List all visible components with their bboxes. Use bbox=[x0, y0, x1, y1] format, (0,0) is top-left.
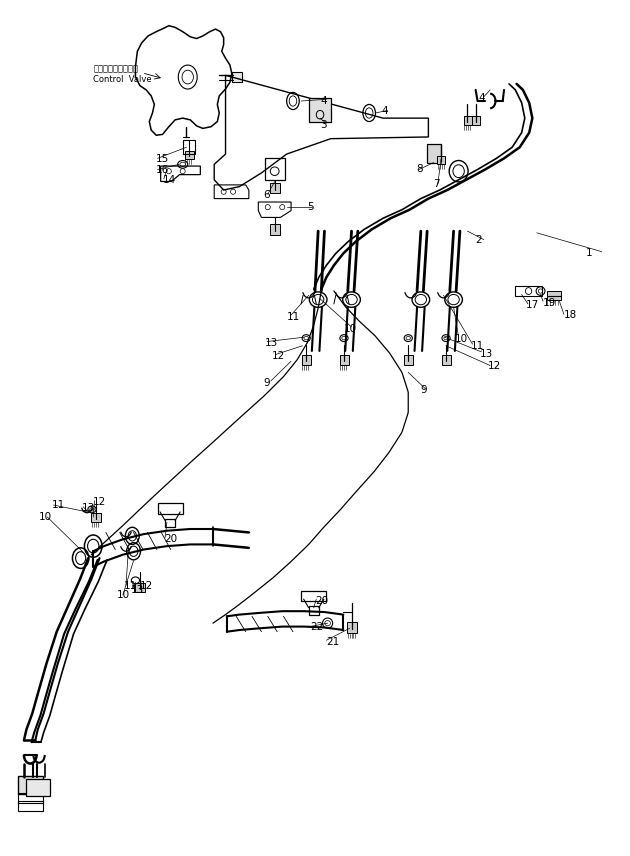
Bar bbox=[18, 793, 43, 803]
Bar bbox=[442, 355, 451, 365]
Text: 19: 19 bbox=[543, 298, 556, 308]
Bar bbox=[309, 98, 331, 122]
Bar bbox=[302, 355, 311, 365]
Bar bbox=[265, 158, 285, 180]
Bar bbox=[464, 116, 472, 125]
Bar bbox=[515, 286, 542, 296]
Text: 12: 12 bbox=[93, 497, 106, 508]
Text: 13: 13 bbox=[131, 585, 144, 595]
Bar bbox=[158, 503, 183, 514]
Bar bbox=[135, 583, 145, 592]
Text: 14: 14 bbox=[163, 175, 176, 185]
Text: 13: 13 bbox=[265, 338, 278, 348]
Bar bbox=[340, 355, 349, 365]
Text: 16: 16 bbox=[156, 165, 169, 175]
Bar bbox=[183, 140, 195, 154]
Bar bbox=[347, 622, 357, 633]
Text: 10: 10 bbox=[455, 334, 468, 344]
Text: 6: 6 bbox=[263, 190, 270, 200]
Text: 18: 18 bbox=[564, 310, 577, 320]
Text: コントロールバルブ: コントロールバルブ bbox=[93, 64, 138, 74]
Text: 11: 11 bbox=[471, 341, 484, 351]
Text: 8: 8 bbox=[416, 164, 423, 175]
Text: 9: 9 bbox=[421, 385, 428, 395]
Bar bbox=[91, 513, 101, 522]
Bar bbox=[270, 183, 280, 193]
Bar bbox=[185, 151, 194, 159]
Text: 22: 22 bbox=[310, 622, 323, 633]
Bar bbox=[472, 116, 480, 125]
Bar bbox=[26, 779, 50, 796]
Text: 20: 20 bbox=[164, 534, 177, 544]
Text: 12: 12 bbox=[488, 361, 501, 372]
Text: 10: 10 bbox=[39, 512, 52, 522]
Text: 4: 4 bbox=[320, 96, 327, 106]
Text: 12: 12 bbox=[272, 351, 285, 361]
Text: 4: 4 bbox=[479, 92, 486, 103]
Bar bbox=[301, 591, 326, 601]
Text: 10: 10 bbox=[117, 590, 130, 600]
Text: 2: 2 bbox=[476, 235, 483, 245]
Text: 3: 3 bbox=[320, 120, 327, 130]
Bar bbox=[18, 801, 43, 811]
Text: 11: 11 bbox=[287, 312, 300, 322]
Bar bbox=[270, 224, 280, 235]
Text: 10: 10 bbox=[343, 324, 357, 334]
Text: 12: 12 bbox=[140, 580, 153, 591]
Text: 9: 9 bbox=[263, 377, 270, 388]
Text: Control  Valve: Control Valve bbox=[93, 75, 152, 84]
Text: 13: 13 bbox=[82, 502, 95, 513]
Bar bbox=[437, 156, 445, 164]
Bar bbox=[232, 72, 242, 82]
Text: 20: 20 bbox=[315, 596, 328, 606]
Text: 11: 11 bbox=[123, 581, 137, 591]
Text: 5: 5 bbox=[307, 202, 314, 212]
Text: 1: 1 bbox=[586, 247, 593, 258]
Text: 11: 11 bbox=[52, 500, 65, 510]
Bar bbox=[427, 144, 441, 163]
Bar bbox=[547, 291, 561, 300]
Text: 13: 13 bbox=[480, 348, 493, 359]
Text: 17: 17 bbox=[526, 300, 539, 310]
Bar bbox=[18, 776, 43, 794]
Text: 15: 15 bbox=[156, 154, 169, 164]
Text: 21: 21 bbox=[326, 637, 340, 647]
Text: 7: 7 bbox=[433, 179, 440, 189]
Text: 4: 4 bbox=[381, 106, 388, 116]
Bar bbox=[404, 355, 413, 365]
